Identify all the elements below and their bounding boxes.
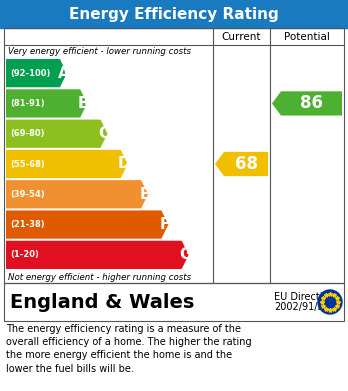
Polygon shape	[6, 210, 168, 239]
Text: (81-91): (81-91)	[10, 99, 45, 108]
Text: E: E	[140, 187, 150, 202]
Text: EU Directive: EU Directive	[274, 292, 334, 302]
Text: (39-54): (39-54)	[10, 190, 45, 199]
Circle shape	[318, 290, 342, 314]
Text: Energy Efficiency Rating: Energy Efficiency Rating	[69, 7, 279, 22]
Text: 2002/91/EC: 2002/91/EC	[274, 302, 330, 312]
Polygon shape	[6, 120, 108, 148]
Text: G: G	[179, 248, 191, 262]
Polygon shape	[272, 91, 342, 116]
Text: D: D	[118, 156, 130, 172]
Polygon shape	[6, 89, 87, 118]
Text: A: A	[57, 66, 69, 81]
Text: Very energy efficient - lower running costs: Very energy efficient - lower running co…	[8, 47, 191, 56]
Text: 86: 86	[300, 95, 323, 113]
Polygon shape	[6, 180, 148, 208]
Bar	[4, 283, 344, 321]
Text: 68: 68	[235, 155, 258, 173]
Polygon shape	[215, 152, 268, 176]
Text: Current: Current	[222, 32, 261, 41]
Text: F: F	[160, 217, 170, 232]
Text: The energy efficiency rating is a measure of the
overall efficiency of a home. T: The energy efficiency rating is a measur…	[6, 324, 252, 373]
Bar	[4, 28, 344, 283]
Text: B: B	[78, 96, 89, 111]
Bar	[0, 0, 348, 28]
Text: (1-20): (1-20)	[10, 250, 39, 259]
Polygon shape	[6, 241, 189, 269]
Text: (69-80): (69-80)	[10, 129, 45, 138]
Text: (92-100): (92-100)	[10, 69, 50, 78]
Text: England & Wales: England & Wales	[10, 292, 195, 312]
Text: Not energy efficient - higher running costs: Not energy efficient - higher running co…	[8, 273, 191, 282]
Text: (55-68): (55-68)	[10, 160, 45, 169]
Text: (21-38): (21-38)	[10, 220, 45, 229]
Polygon shape	[6, 59, 67, 87]
Text: Potential: Potential	[284, 32, 330, 41]
Polygon shape	[6, 150, 128, 178]
Text: C: C	[98, 126, 110, 141]
